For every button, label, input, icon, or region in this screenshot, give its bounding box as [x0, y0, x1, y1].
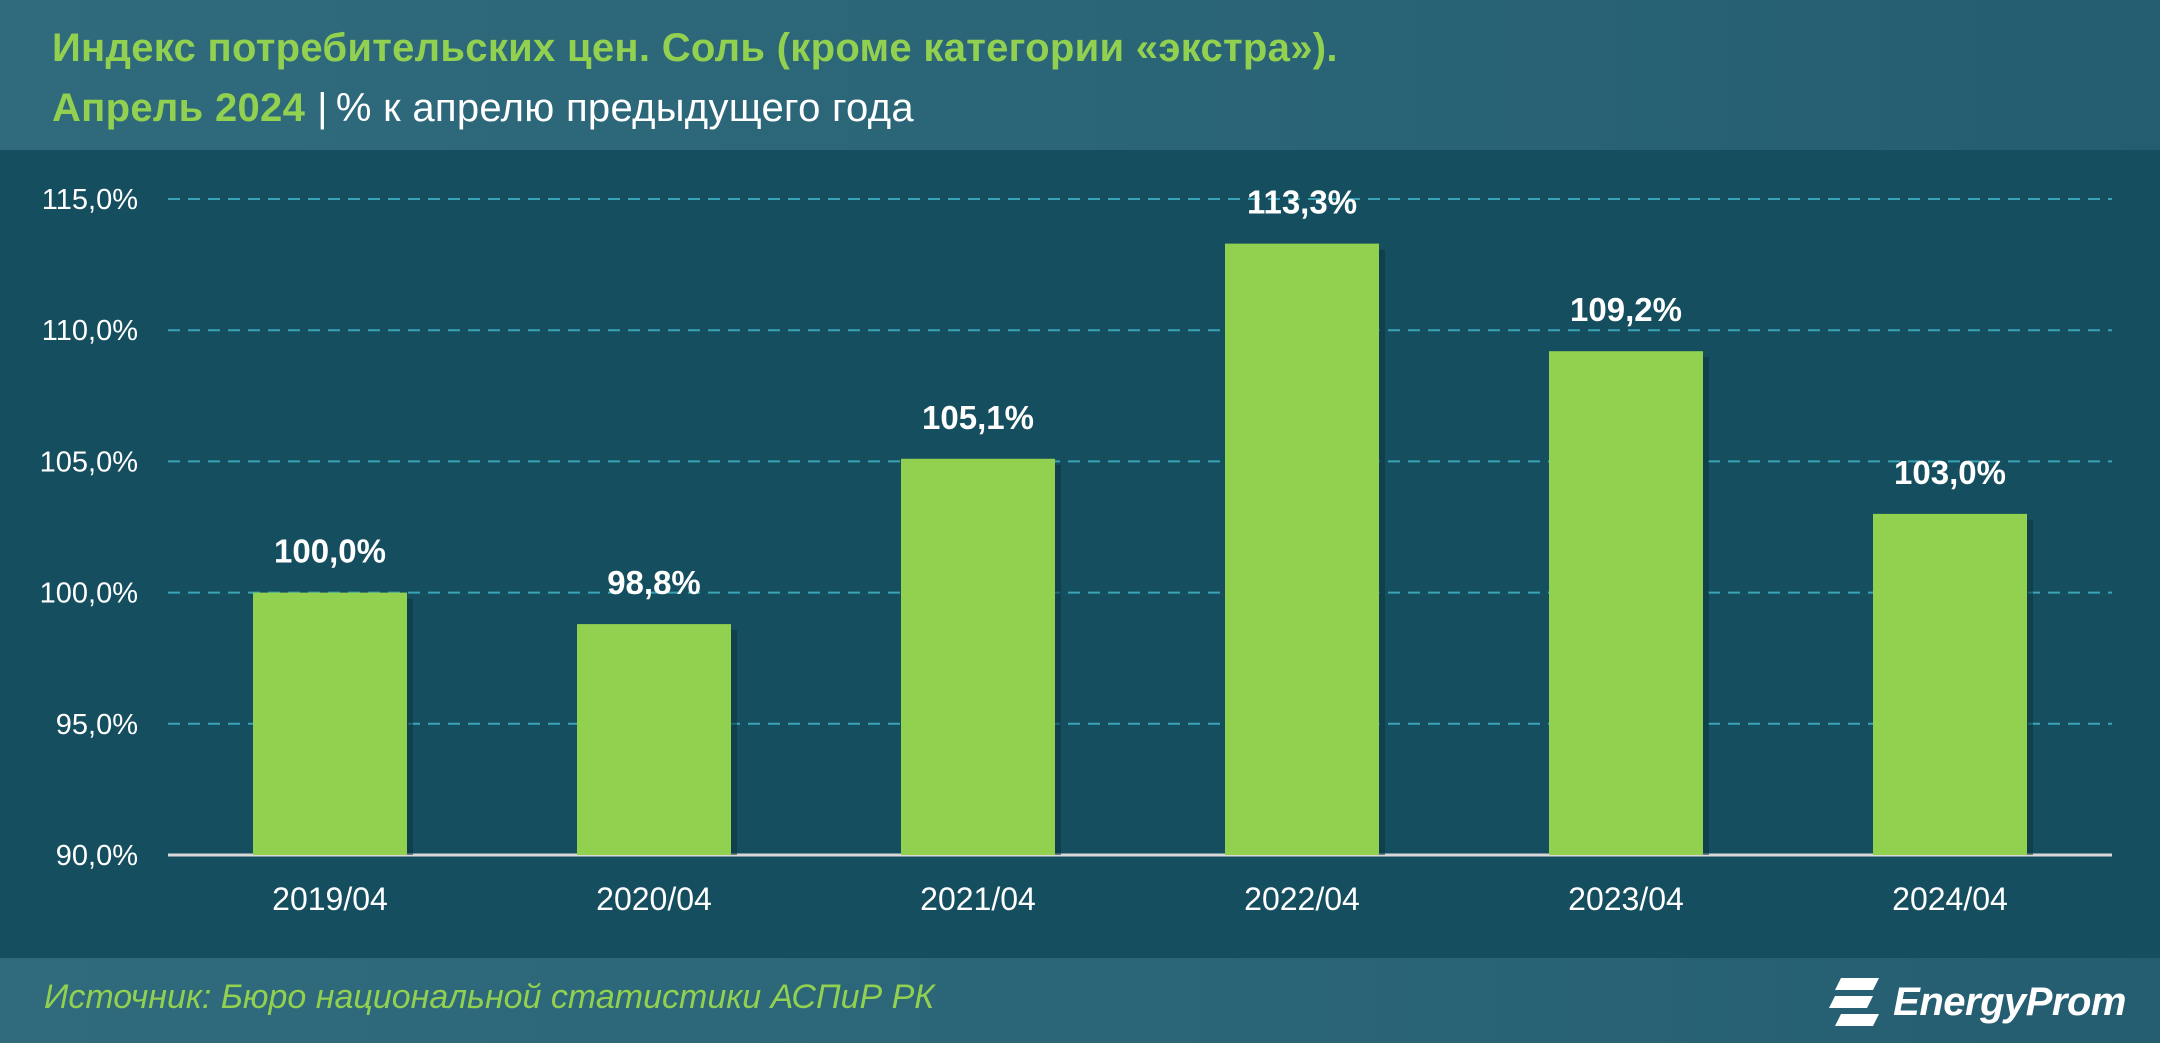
bar-chart: 90,0% 95,0% 100,0% 105,0% 110,0% 115,0% 100,0%…: [40, 184, 2112, 917]
data-label: 105,1%: [922, 399, 1034, 436]
bar: [1549, 351, 1703, 855]
data-label: 113,3%: [1247, 184, 1357, 221]
x-tick-label: 2019/04: [272, 881, 388, 917]
y-tick-label: 90,0%: [56, 840, 138, 872]
energyprom-logo-icon: [1829, 978, 1880, 1026]
y-tick-label: 100,0%: [40, 578, 138, 610]
subtitle-separator: |: [317, 86, 328, 130]
x-tick-label: 2023/04: [1568, 881, 1684, 917]
logo-text: EnergyProm: [1893, 979, 2126, 1024]
x-tick-label: 2020/04: [596, 881, 712, 917]
y-tick-label: 95,0%: [56, 709, 138, 741]
x-tick-label: 2024/04: [1892, 881, 2008, 917]
data-label: 109,2%: [1570, 291, 1682, 328]
source-note: Источник: Бюро национальной статистики А…: [44, 978, 935, 1016]
subtitle-unit: % к апрелю предыдущего года: [335, 86, 914, 130]
bar: [1873, 513, 2027, 855]
subtitle-period: Апрель 2024: [52, 86, 306, 130]
x-tick-label: 2021/04: [920, 881, 1036, 917]
chart-header: Индекс потребительских цен. Соль (кроме …: [0, 0, 2160, 150]
bar: [901, 458, 1055, 855]
data-label: 100,0%: [274, 533, 386, 570]
chart-title: Индекс потребительских цен. Соль (кроме …: [52, 26, 1338, 70]
chart-subtitle: Апрель 2024 |% к апрелю предыдущего года: [52, 86, 914, 131]
y-tick-label: 105,0%: [40, 446, 138, 478]
y-tick-label: 115,0%: [42, 184, 138, 216]
y-tick-label: 110,0%: [42, 315, 138, 347]
bar: [253, 592, 407, 855]
x-tick-label: 2022/04: [1244, 881, 1360, 917]
energyprom-logo: EnergyProm: [1827, 972, 2126, 1032]
data-label: 98,8%: [607, 564, 701, 601]
bar: [1225, 243, 1379, 855]
chart-footer: Источник: Бюро национальной статистики А…: [0, 958, 2160, 1043]
data-label: 103,0%: [1894, 454, 2006, 491]
bar: [577, 624, 731, 855]
